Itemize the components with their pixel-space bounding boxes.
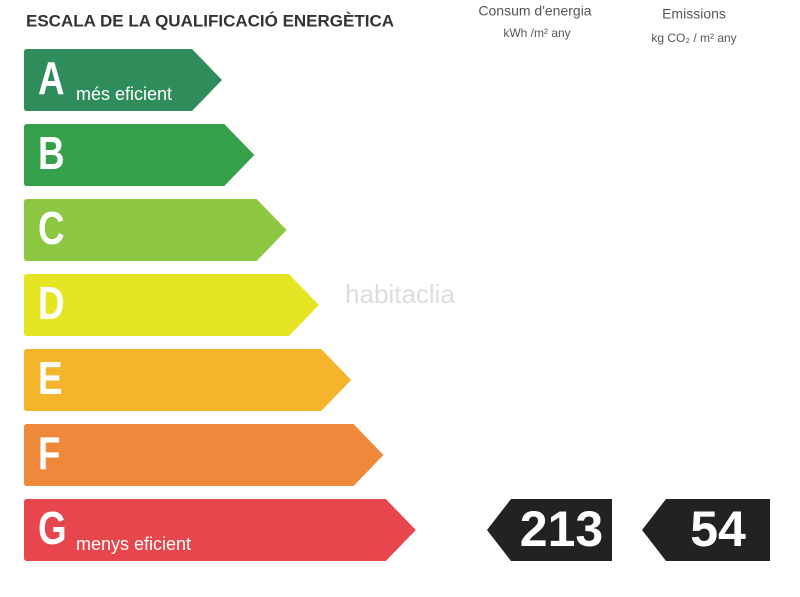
- rating-letter: D: [38, 277, 65, 329]
- header-unit: kWh /m² any: [503, 26, 570, 40]
- header-unit: kg CO₂ / m² any: [651, 31, 736, 45]
- rating-arrow: [24, 424, 384, 486]
- rating-arrow: [24, 499, 416, 561]
- header-title: Consum d'energia: [478, 3, 591, 19]
- rating-letter: C: [38, 202, 65, 254]
- rating-arrow: [24, 199, 287, 261]
- rating-arrow: [24, 349, 352, 411]
- rating-note: més eficient: [76, 84, 172, 104]
- title: ESCALA DE LA QUALIFICACIÓ ENERGÈTICA: [26, 11, 394, 30]
- rating-arrow: [24, 49, 222, 111]
- value-pointer: [487, 499, 612, 561]
- rating-letter: A: [38, 52, 65, 104]
- value-pointer: [642, 499, 770, 561]
- header-title: Emissions: [662, 6, 726, 22]
- rating-letter: F: [38, 427, 60, 479]
- rating-letter: E: [38, 352, 63, 404]
- rating-letter: G: [38, 502, 67, 554]
- rating-note: menys eficient: [76, 534, 191, 554]
- rating-arrow: [24, 274, 319, 336]
- watermark: habitaclia: [345, 279, 455, 309]
- value-label: 213: [520, 501, 603, 557]
- rating-letter: B: [38, 127, 65, 179]
- value-label: 54: [690, 501, 746, 557]
- rating-arrow: [24, 124, 255, 186]
